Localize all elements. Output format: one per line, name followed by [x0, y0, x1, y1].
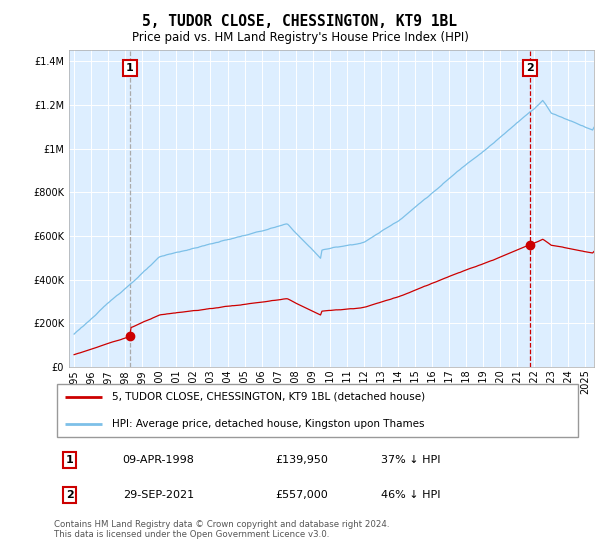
Text: HPI: Average price, detached house, Kingston upon Thames: HPI: Average price, detached house, King…: [112, 419, 425, 429]
Text: 2: 2: [66, 490, 74, 500]
Text: 37% ↓ HPI: 37% ↓ HPI: [382, 455, 441, 465]
Text: 2: 2: [526, 63, 534, 73]
Text: Contains HM Land Registry data © Crown copyright and database right 2024.
This d: Contains HM Land Registry data © Crown c…: [54, 520, 389, 539]
Text: 29-SEP-2021: 29-SEP-2021: [122, 490, 194, 500]
Text: 1: 1: [66, 455, 74, 465]
Text: 5, TUDOR CLOSE, CHESSINGTON, KT9 1BL (detached house): 5, TUDOR CLOSE, CHESSINGTON, KT9 1BL (de…: [112, 391, 425, 402]
Text: 09-APR-1998: 09-APR-1998: [122, 455, 194, 465]
Text: £139,950: £139,950: [276, 455, 329, 465]
Text: £557,000: £557,000: [276, 490, 329, 500]
FancyBboxPatch shape: [56, 384, 578, 437]
Text: Price paid vs. HM Land Registry's House Price Index (HPI): Price paid vs. HM Land Registry's House …: [131, 31, 469, 44]
Text: 5, TUDOR CLOSE, CHESSINGTON, KT9 1BL: 5, TUDOR CLOSE, CHESSINGTON, KT9 1BL: [143, 14, 458, 29]
Text: 46% ↓ HPI: 46% ↓ HPI: [382, 490, 441, 500]
Text: 1: 1: [126, 63, 134, 73]
